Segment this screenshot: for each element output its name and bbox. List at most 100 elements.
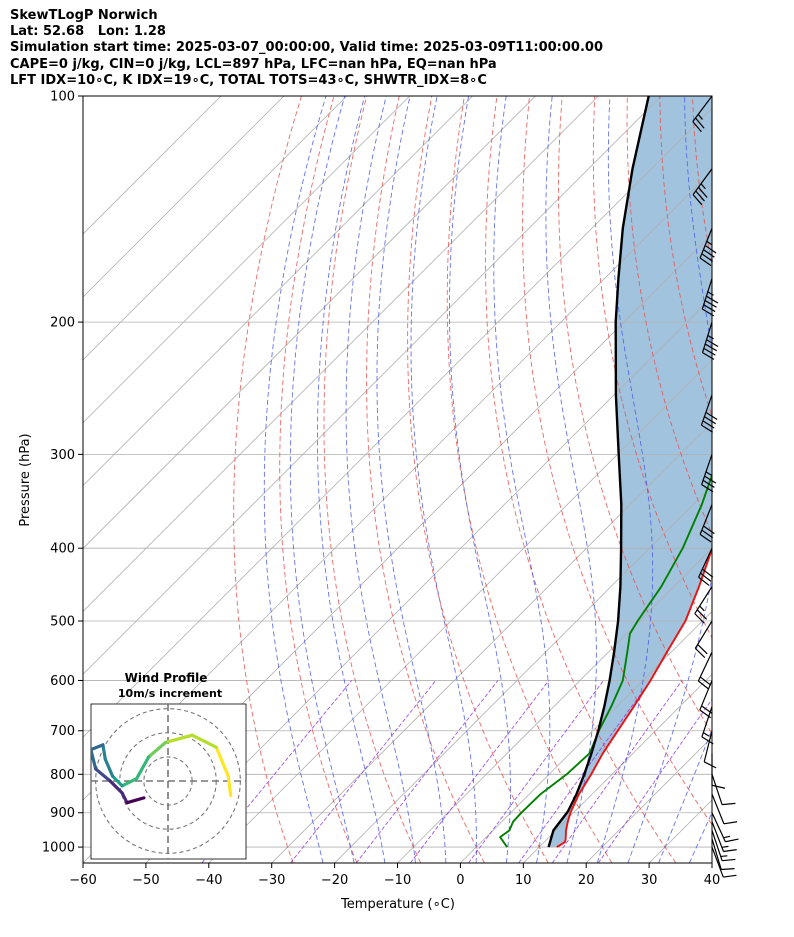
hodograph-trace [91,733,233,805]
hodograph-segment [94,767,112,783]
barb-staff [697,651,713,682]
dry-adiabat [485,96,677,863]
y-tick-label: 500 [50,614,75,629]
barb-full [694,647,706,659]
dry-adiabat [366,96,485,863]
y-tick-label: 100 [50,90,75,105]
barb-full [706,339,719,348]
moist-adiabat [627,96,712,863]
time-line: Simulation start time: 2025-03-07_00:00:… [10,40,603,56]
hodograph-subtitle: 10m/s increment [118,687,222,700]
y-axis-label: Pressure (hPa) [18,433,33,526]
isotherm-line [83,96,348,361]
isotherm-line [145,296,712,863]
x-tick-label: 40 [704,873,721,888]
barb-full [701,308,715,317]
barb-full [704,299,717,308]
location-line: Lat: 52.68 Lon: 1.28 [10,24,166,40]
barb-staff [711,838,722,870]
dry-adiabat [592,96,712,639]
wind-barb [694,620,713,659]
isotherm-line [83,96,410,424]
wind-barb [699,504,715,543]
mixing-ratio-line [355,680,499,863]
barb-half [700,183,706,190]
wind-barb [700,394,718,433]
barb-full [699,709,712,719]
moist-adiabat [263,96,327,863]
wind-barb [699,680,713,719]
hodograph-segment [108,779,124,795]
barb-full [701,568,714,578]
hodograph-segment [125,796,146,805]
barb-staff [694,586,713,614]
isotherms [83,96,794,863]
parcel-profile [547,96,650,848]
barb-half [723,835,731,839]
barb-full [721,868,735,871]
isotherm-line [334,485,712,863]
isotherm-line [83,96,222,235]
wind-barb [711,838,735,871]
hodograph-segment [103,757,115,778]
isotherm-line [775,96,794,863]
barb-full [698,576,710,586]
moist-adiabat [289,96,355,863]
chart-title: SkewTLogP Norwich [10,8,158,23]
isotherm-line [523,673,712,863]
dry-adiabat [233,96,302,863]
y-tick-label: 300 [50,448,75,463]
hodograph-segment [120,776,139,788]
moist-adiabat [345,96,416,863]
hodograph-title: Wind Profile [125,671,208,685]
barb-half [707,334,714,340]
barb-full [702,479,715,488]
barb-full [703,525,715,535]
barb-full [695,117,705,129]
wind-barb [701,321,719,360]
moist-adiabat [720,96,794,863]
barb-full [704,475,717,484]
isotherm-line [711,862,712,863]
isotherm-line [397,547,712,863]
mixing-ratio-line [551,680,683,863]
barb-full [702,352,715,360]
mixing-ratio-line [290,680,437,863]
barb-full [703,347,716,356]
wind-barbs [692,95,739,878]
barb-half [720,855,728,858]
barb-half [699,605,705,612]
x-axis-label: Temperature (∘C) [340,897,455,912]
barb-full [692,194,703,206]
isotherm-line [83,96,662,675]
x-tick-label: −60 [69,873,96,888]
barb-full [697,644,708,655]
wind-barb [711,812,739,843]
mixing-ratio-line [468,680,604,863]
dry-adiabat [279,96,358,863]
barb-full [703,249,715,258]
barb-staff [701,278,713,310]
barb-staff [700,394,713,426]
barb-full [701,705,713,715]
temperature-profile [556,546,712,848]
wind-barb [703,730,717,769]
x-tick-label: −20 [321,873,348,888]
barb-full [700,572,712,582]
barb-full [723,849,737,853]
barb-full [701,424,714,433]
mixing-ratio-line [410,680,550,863]
barb-staff [699,228,713,259]
barb-staff [711,821,725,852]
barb-full [701,253,714,262]
barb-full [711,784,726,789]
barb-full [704,244,717,254]
moist-adiabat [316,96,386,863]
isotherm-line [271,422,712,863]
barb-staff [703,730,713,762]
x-tick-label: −30 [258,873,285,888]
x-tick-label: 20 [578,873,595,888]
barb-half [706,240,713,246]
barb-staff [711,793,725,825]
dry-adiabat [522,96,712,826]
